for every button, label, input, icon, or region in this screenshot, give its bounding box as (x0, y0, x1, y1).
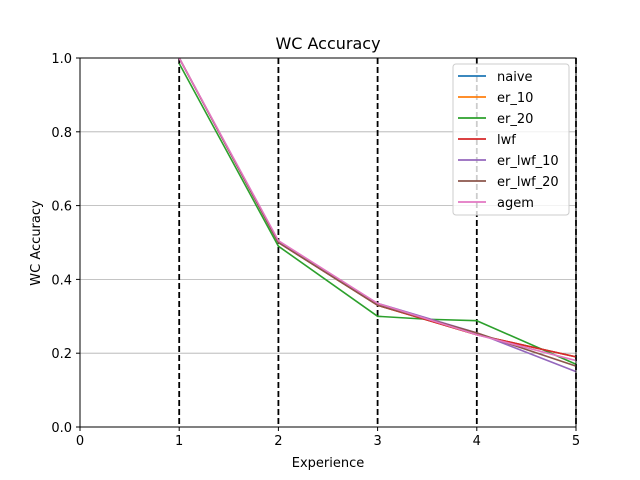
x-tick-label: 0 (76, 434, 84, 449)
plot-frame (79, 57, 577, 428)
legend-label: er_lwf_20 (497, 175, 559, 190)
chart-title: WC Accuracy (275, 34, 380, 53)
y-ticks: 0.0 0.2 0.4 0.6 0.8 1.0 (51, 52, 80, 436)
x-tick-label: 2 (274, 434, 282, 449)
x-tick-label: 4 (473, 434, 481, 449)
y-tick-label: 0.0 (51, 421, 72, 436)
y-tick-label: 0.4 (51, 273, 72, 288)
y-tick-label: 0.6 (51, 200, 72, 215)
series-line-er-20 (178, 63, 577, 366)
x-ticks: 0 1 2 3 4 5 (76, 427, 580, 449)
series-line-agem (178, 57, 577, 362)
legend-label: er_lwf_10 (497, 154, 559, 169)
series-lines (178, 57, 577, 373)
y-axis-label: WC Accuracy (29, 200, 44, 286)
legend-label: naive (497, 70, 533, 85)
y-tick-label: 0.8 (51, 126, 72, 141)
legend-label: er_20 (497, 112, 533, 127)
legend-label: er_10 (497, 91, 533, 106)
y-tick-label: 0.2 (51, 347, 72, 362)
x-tick-label: 5 (572, 434, 580, 449)
y-tick-label: 1.0 (51, 52, 72, 67)
x-tick-label: 3 (373, 434, 381, 449)
legend-label: lwf (497, 133, 516, 148)
legend-box (452, 63, 570, 216)
x-tick-label: 1 (175, 434, 183, 449)
x-axis-label: Experience (292, 456, 365, 471)
legend-label: agem (497, 196, 534, 211)
